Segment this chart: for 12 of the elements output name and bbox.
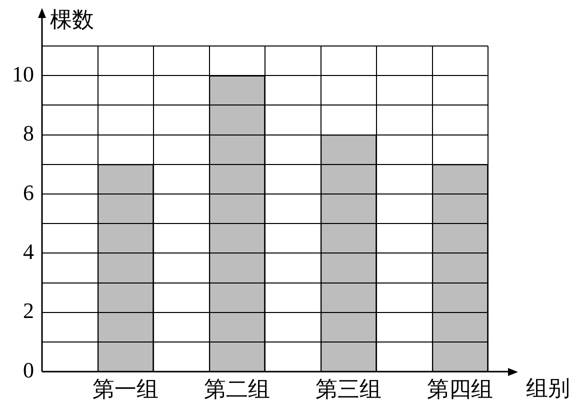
x-tick-label: 第三组 <box>316 376 382 402</box>
x-tick-label: 第二组 <box>204 376 270 402</box>
y-tick-label: 4 <box>23 238 34 264</box>
x-tick-label: 第四组 <box>427 376 494 402</box>
y-tick-label: 0 <box>23 357 34 382</box>
y-tick-label: 6 <box>23 180 34 205</box>
x-tick-label: 第一组 <box>92 376 159 402</box>
y-tick-label: 2 <box>23 298 34 324</box>
y-tick-label: 8 <box>23 120 34 146</box>
y-tick-label: 10 <box>12 61 34 86</box>
y-axis-title: 棵数 <box>50 6 94 32</box>
x-axis-title: 组别 <box>526 375 570 400</box>
